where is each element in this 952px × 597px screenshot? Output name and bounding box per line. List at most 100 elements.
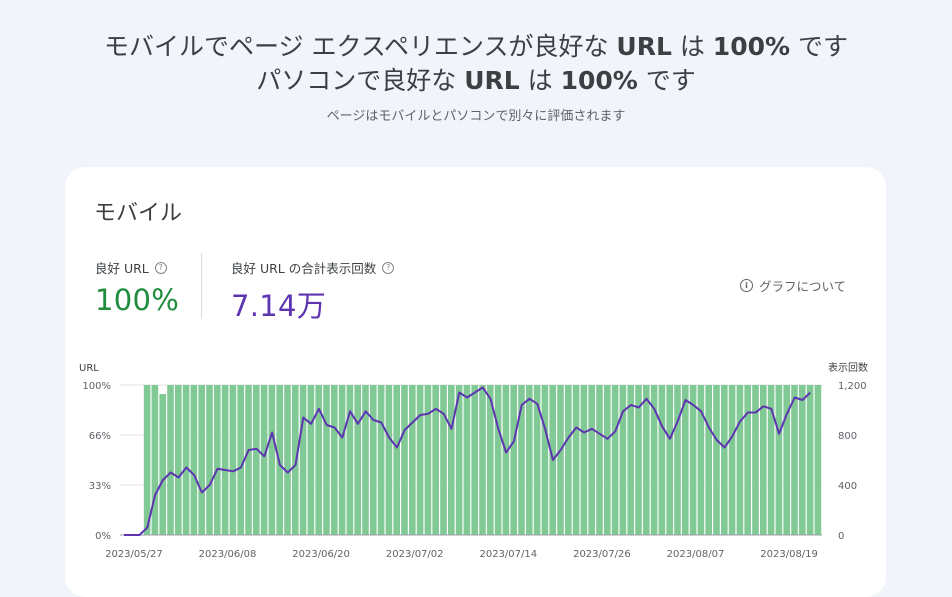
left-tick-label: 33% [89,481,111,492]
page-headline: モバイルでページ エクスペリエンスが良好な URL は 100% です パソコン… [0,30,952,98]
bar [323,385,330,535]
bar [799,385,806,535]
bar [260,385,268,535]
bar [736,385,744,535]
bar [666,385,673,535]
metric-label: 良好 URL [95,261,149,276]
bar [674,385,681,535]
bar [198,385,205,535]
bar [705,385,712,535]
bar [448,385,455,535]
metric-label-row: 良好 URL の合計表示回数 ? [231,258,395,277]
headline-percent: 100% [712,32,791,61]
bar [315,385,322,535]
bar [721,385,728,535]
bar [455,385,463,535]
bar [370,385,377,535]
bar [393,385,400,535]
bar [284,385,291,535]
bar [635,385,642,535]
metric-value: 7.14万 [231,289,327,323]
metric-label-row: 良好 URL ? [95,258,179,277]
left-tick-label: 100% [82,381,111,392]
bar [744,385,751,535]
headline-text: は [671,32,713,61]
bar [237,385,244,535]
headline-text: です [637,66,696,95]
bar [533,385,541,535]
bar [307,385,315,535]
bar [806,385,814,535]
impressions-line [123,386,811,536]
x-tick-label: 2023/06/08 [199,549,257,560]
bar [767,385,775,535]
bar [362,385,369,535]
x-tick-label: 2023/07/02 [386,549,444,560]
bar [775,385,783,535]
bar [432,385,439,535]
right-tick-label: 400 [838,481,857,492]
bar [331,385,338,535]
page-subtitle: ページはモバイルとパソコンで別々に評価されます [326,109,626,124]
headline-text: モバイルでページ エクスペリエンスが良好な [104,32,617,61]
bar [689,385,697,535]
bar [151,385,159,535]
bar [658,385,666,535]
metric-label: 良好 URL の合計表示回数 [231,261,377,276]
bar [697,385,705,535]
metric-impressions: 良好 URL の合計表示回数 ? 7.14万 [231,258,395,325]
bar [728,385,736,535]
bar [182,385,190,535]
bar [791,385,798,535]
bar [409,385,416,535]
bar [159,394,166,535]
headline-text: です [790,32,848,61]
help-icon[interactable]: ? [382,261,395,274]
x-tick-label: 2023/05/27 [105,549,163,560]
x-tick-label: 2023/06/20 [292,549,350,560]
bar [214,385,221,535]
left-axis-title: URL [79,363,99,374]
about-chart-link[interactable]: i グラフについて [740,276,846,295]
bar [401,385,408,535]
bar [190,385,198,535]
bar [783,385,790,535]
bar [143,385,151,535]
bar [206,385,213,535]
bar [346,385,354,535]
bar [268,385,276,535]
x-tick-label: 2023/07/26 [573,549,631,560]
bar [253,385,260,535]
headline-url: URL [464,66,520,95]
bar [221,385,229,535]
metric-divider [201,253,202,319]
bar [416,385,424,535]
x-tick-label: 2023/07/14 [479,549,537,560]
help-icon[interactable]: ? [154,261,167,274]
bar [479,385,486,535]
bar [565,385,572,535]
metric-good-urls: 良好 URL ? 100% [95,258,179,317]
headline-percent: 100% [560,66,638,95]
bar [611,385,619,535]
bar [604,385,611,535]
bar [627,385,634,535]
bar [596,385,603,535]
bar [572,385,580,535]
bar [760,385,767,535]
bar [471,385,478,535]
bar [424,385,432,535]
headline-line-1: モバイルでページ エクスペリエンスが良好な URL は 100% です [0,30,952,64]
bar [518,385,525,535]
bar [175,385,182,535]
bar [245,385,252,535]
info-icon: i [740,279,753,292]
right-tick-label: 1,200 [838,381,867,392]
bar [167,385,174,535]
headline-text: は [519,66,561,95]
right-tick-label: 800 [838,431,857,442]
bar [682,385,689,535]
headline-line-2: パソコンで良好な URL は 100% です [0,64,952,98]
bar [814,385,822,535]
bar [463,385,471,535]
